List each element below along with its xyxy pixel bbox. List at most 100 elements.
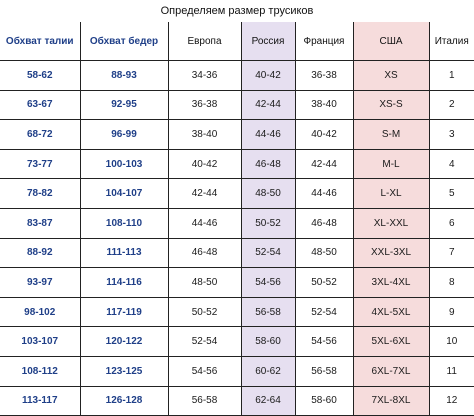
- cell-russia: 52-54: [240, 237, 296, 269]
- cell-usa: 4XL-5XL: [352, 296, 430, 328]
- cell-waist: 58-62: [0, 60, 81, 91]
- header-italy: Италия: [428, 22, 474, 61]
- cell-europe: 36-38: [167, 89, 242, 121]
- cell-waist: 93-97: [0, 267, 81, 298]
- table-row: 68-72 96-99 38-40 44-46 40-42 S-M 3: [0, 119, 474, 150]
- cell-france: 46-48: [294, 207, 354, 239]
- cell-europe: 56-58: [167, 385, 242, 416]
- cell-france: 36-38: [294, 60, 354, 91]
- cell-waist: 78-82: [0, 178, 81, 209]
- cell-france: 38-40: [294, 89, 354, 121]
- cell-italy: 6: [428, 207, 474, 239]
- table-body: 58-62 88-93 34-36 40-42 36-38 XS 1 63-67 92-95 36…: [0, 60, 474, 416]
- cell-europe: 40-42: [167, 148, 242, 180]
- cell-usa: XS-S: [352, 89, 430, 121]
- header-usa: США: [352, 22, 430, 61]
- cell-russia: 50-52: [240, 207, 296, 239]
- header-waist: Обхват талии: [0, 22, 81, 61]
- cell-hips: 126-128: [79, 385, 169, 416]
- table-row: 108-112 123-125 54-56 60-62 56-58 6XL-7XL 11: [0, 355, 474, 387]
- cell-usa: M-L: [352, 148, 430, 180]
- cell-europe: 44-46: [167, 207, 242, 239]
- cell-hips: 96-99: [79, 119, 169, 150]
- cell-russia: 56-58: [240, 296, 296, 328]
- cell-europe: 48-50: [167, 267, 242, 298]
- cell-hips: 100-103: [79, 148, 169, 180]
- cell-hips: 111-113: [79, 237, 169, 269]
- cell-italy: 4: [428, 148, 474, 180]
- cell-hips: 123-125: [79, 355, 169, 387]
- table-row: 83-87 108-110 44-46 50-52 46-48 XL-XXL 6: [0, 207, 474, 239]
- cell-hips: 108-110: [79, 207, 169, 239]
- cell-russia: 54-56: [240, 267, 296, 298]
- cell-usa: XL-XXL: [352, 207, 430, 239]
- cell-russia: 42-44: [240, 89, 296, 121]
- cell-italy: 1: [428, 60, 474, 91]
- cell-usa: XS: [352, 60, 430, 91]
- table-row: 88-92 111-113 46-48 52-54 48-50 XXL-3XL 7: [0, 237, 474, 269]
- table-row: 63-67 92-95 36-38 42-44 38-40 XS-S 2: [0, 89, 474, 121]
- cell-waist: 98-102: [0, 296, 81, 328]
- cell-usa: S-M: [352, 119, 430, 150]
- cell-france: 54-56: [294, 326, 354, 357]
- cell-waist: 63-67: [0, 89, 81, 121]
- table-title: Определяем размер трусиков: [160, 5, 314, 17]
- cell-hips: 114-116: [79, 267, 169, 298]
- cell-france: 56-58: [294, 355, 354, 387]
- cell-europe: 52-54: [167, 326, 242, 357]
- table-row: 113-117 126-128 56-58 62-64 58-60 7XL-8XL 12: [0, 385, 474, 416]
- cell-italy: 10: [428, 326, 474, 357]
- header-row: Обхват талии Обхват бедер Европа Россия …: [0, 22, 474, 61]
- cell-france: 44-46: [294, 178, 354, 209]
- cell-italy: 8: [428, 267, 474, 298]
- cell-hips: 117-119: [79, 296, 169, 328]
- cell-waist: 73-77: [0, 148, 81, 180]
- cell-usa: XXL-3XL: [352, 237, 430, 269]
- cell-waist: 103-107: [0, 326, 81, 357]
- cell-hips: 88-93: [79, 60, 169, 91]
- cell-waist: 88-92: [0, 237, 81, 269]
- cell-usa: L-XL: [352, 178, 430, 209]
- cell-france: 40-42: [294, 119, 354, 150]
- cell-russia: 40-42: [240, 60, 296, 91]
- cell-usa: 6XL-7XL: [352, 355, 430, 387]
- header-europe: Европа: [167, 22, 242, 61]
- cell-europe: 50-52: [167, 296, 242, 328]
- cell-europe: 38-40: [167, 119, 242, 150]
- header-hips: Обхват бедер: [79, 22, 169, 61]
- cell-europe: 42-44: [167, 178, 242, 209]
- cell-hips: 120-122: [79, 326, 169, 357]
- header-russia: Россия: [240, 22, 296, 61]
- cell-russia: 44-46: [240, 119, 296, 150]
- cell-hips: 104-107: [79, 178, 169, 209]
- cell-russia: 62-64: [240, 385, 296, 416]
- table-row: 98-102 117-119 50-52 56-58 52-54 4XL-5XL 9: [0, 296, 474, 328]
- table-row: 73-77 100-103 40-42 46-48 42-44 M-L 4: [0, 148, 474, 180]
- table-row: 78-82 104-107 42-44 48-50 44-46 L-XL 5: [0, 178, 474, 209]
- cell-france: 52-54: [294, 296, 354, 328]
- cell-usa: 3XL-4XL: [352, 267, 430, 298]
- cell-italy: 9: [428, 296, 474, 328]
- header-france: Франция: [294, 22, 354, 61]
- cell-europe: 54-56: [167, 355, 242, 387]
- cell-italy: 7: [428, 237, 474, 269]
- cell-usa: 7XL-8XL: [352, 385, 430, 416]
- cell-waist: 83-87: [0, 207, 81, 239]
- cell-usa: 5XL-6XL: [352, 326, 430, 357]
- cell-italy: 11: [428, 355, 474, 387]
- cell-russia: 60-62: [240, 355, 296, 387]
- cell-russia: 58-60: [240, 326, 296, 357]
- cell-italy: 2: [428, 89, 474, 121]
- size-chart-table: Обхват талии Обхват бедер Европа Россия …: [0, 22, 474, 416]
- cell-italy: 12: [428, 385, 474, 416]
- cell-waist: 113-117: [0, 385, 81, 416]
- table-row: 93-97 114-116 48-50 54-56 50-52 3XL-4XL 8: [0, 267, 474, 298]
- cell-italy: 5: [428, 178, 474, 209]
- cell-waist: 108-112: [0, 355, 81, 387]
- cell-france: 50-52: [294, 267, 354, 298]
- cell-france: 42-44: [294, 148, 354, 180]
- cell-hips: 92-95: [79, 89, 169, 121]
- cell-waist: 68-72: [0, 119, 81, 150]
- cell-italy: 3: [428, 119, 474, 150]
- cell-russia: 48-50: [240, 178, 296, 209]
